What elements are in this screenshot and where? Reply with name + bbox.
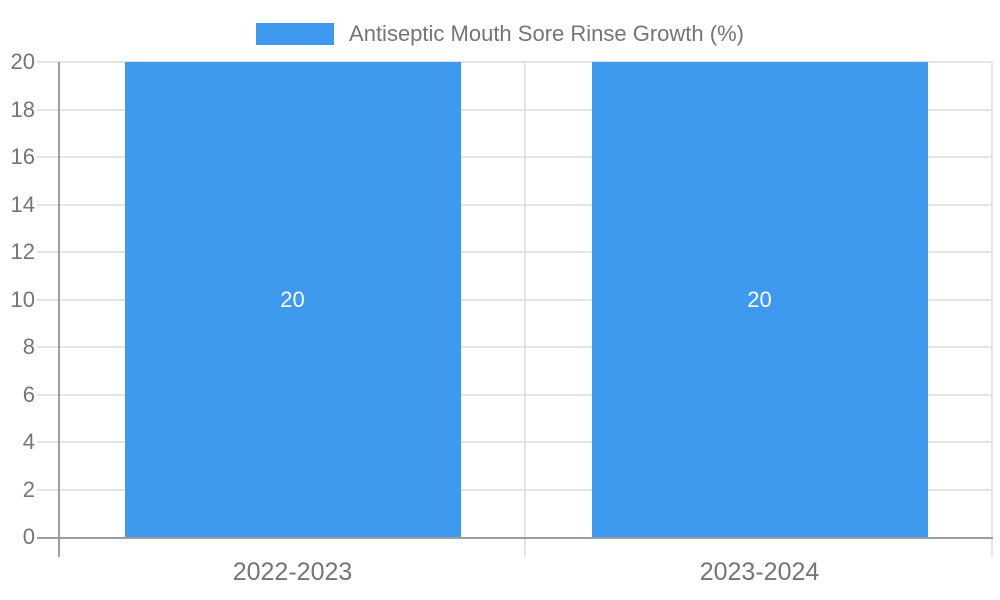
category-boundary-gridline: [991, 62, 993, 557]
y-axis-tick-label: 12: [10, 239, 35, 264]
y-axis-tick-label: 4: [22, 429, 35, 454]
y-axis-tick-label: 10: [10, 286, 35, 312]
y-axis-line: [58, 62, 60, 557]
y-axis-tick-label: 6: [22, 381, 35, 407]
y-gridline: [37, 156, 993, 158]
bar-2023-2024[interactable]: 20: [591, 62, 928, 537]
y-axis-tick-label: 0: [22, 524, 35, 549]
y-axis-tick-label: 14: [10, 191, 35, 217]
y-gridline: [37, 61, 993, 63]
legend-swatch: [256, 23, 335, 45]
bar-2022-2023[interactable]: 20: [124, 62, 461, 537]
x-axis-category-label: 2023-2024: [699, 558, 820, 586]
y-gridline: [37, 251, 993, 253]
y-axis-tick-label: 2: [22, 476, 35, 502]
y-axis-tick-label: 20: [10, 49, 35, 74]
x-axis-line: [37, 537, 993, 539]
y-gridline: [37, 346, 993, 348]
y-gridline: [37, 488, 993, 491]
legend-label: Antiseptic Mouth Sore Rinse Growth (%): [349, 21, 744, 46]
y-axis-tick-label: 8: [22, 334, 35, 359]
y-gridline: [37, 108, 993, 111]
legend[interactable]: Antiseptic Mouth Sore Rinse Growth (%): [0, 21, 1000, 47]
y-gridline: [37, 203, 993, 206]
y-axis-tick-label: 16: [10, 144, 35, 169]
y-gridline: [37, 441, 993, 443]
bar-value-label: 20: [747, 286, 772, 312]
category-boundary-gridline: [524, 62, 526, 557]
y-gridline: [37, 298, 993, 301]
x-axis-category-label: 2022-2023: [232, 558, 353, 586]
y-axis-tick-label: 18: [10, 96, 35, 122]
y-gridline: [37, 393, 993, 396]
bar-value-label: 20: [280, 286, 305, 312]
